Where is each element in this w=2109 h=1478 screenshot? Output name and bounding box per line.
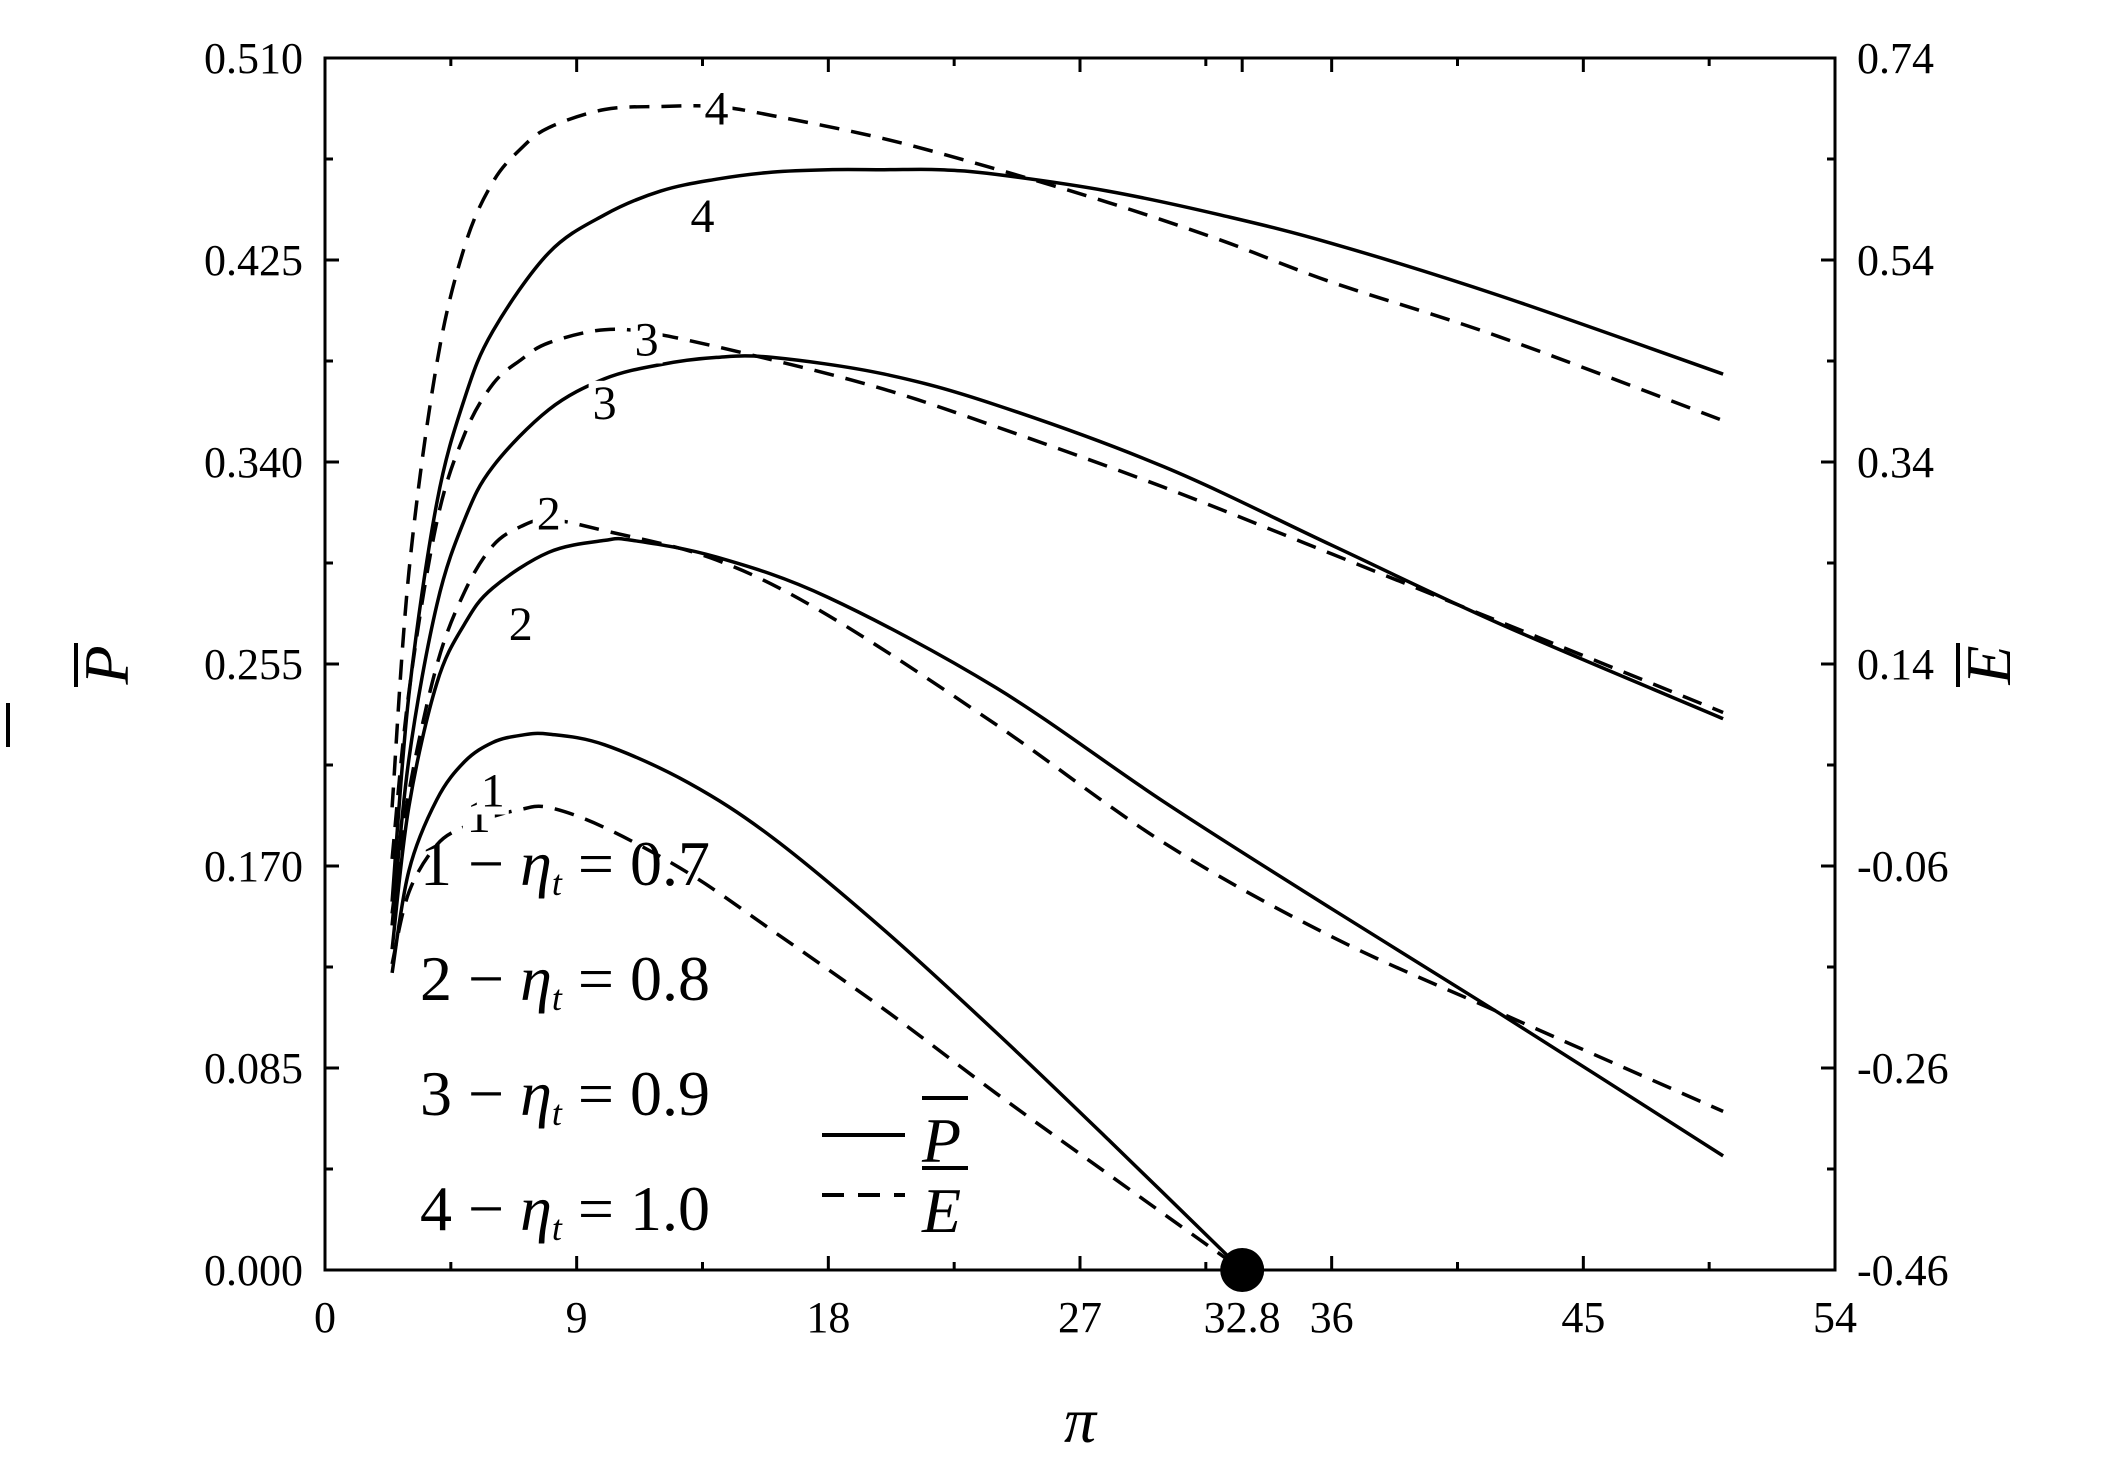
plot-frame <box>323 56 1837 1272</box>
y-left-tick-label: 0.255 <box>204 640 303 689</box>
x-tick-label: 36 <box>1310 1293 1354 1342</box>
curve-label-P-3: 3 <box>593 377 617 430</box>
x-tick-label: 0 <box>314 1293 336 1342</box>
y-right-tick-label: 0.54 <box>1857 236 1934 285</box>
labels-layer: 0 9 18 27 32.8 36 45 54 0.000 0.085 0.170 0.255 0.34… <box>204 34 1949 1342</box>
curve-label-E-3: 3 <box>635 313 659 366</box>
curve-label-bg <box>630 317 663 364</box>
y-left-tick-label: 0.085 <box>204 1044 303 1093</box>
x-tick-label: 45 <box>1561 1293 1605 1342</box>
y-left-tick-label: 0.510 <box>204 34 303 83</box>
x-tick-label: 18 <box>806 1293 850 1342</box>
left-axis-title: P <box>6 645 142 747</box>
x-tick-label: 27 <box>1058 1293 1102 1342</box>
series-layer <box>390 103 1725 1272</box>
curve-label-bg <box>476 768 509 815</box>
x-tick-label: 54 <box>1813 1293 1857 1342</box>
legend-dashed-label: E <box>921 1175 961 1246</box>
series-E-1 <box>390 804 1244 1272</box>
ticks-layer <box>323 56 1837 1272</box>
curve-label-E-4: 4 <box>704 82 728 135</box>
y-right-tick-label: 0.14 <box>1857 640 1934 689</box>
curve-label-bg <box>504 602 537 649</box>
y-left-tick-label: 0.000 <box>204 1246 303 1295</box>
y-left-tick-label: 0.170 <box>204 842 303 891</box>
svg-text:P: P <box>71 645 142 685</box>
x-tick-label: 9 <box>566 1293 588 1342</box>
right-axis-title: E <box>1953 645 2024 685</box>
legend-row-2: 2 − ηt = 0.8 <box>420 943 710 1018</box>
series-P-2 <box>390 536 1725 1158</box>
curve-label-bg <box>686 194 719 241</box>
legend-row-3: 3 − ηt = 0.9 <box>420 1058 710 1133</box>
y-left-tick-label: 0.425 <box>204 236 303 285</box>
series-P-1 <box>390 731 1244 1272</box>
x-tick-label: 32.8 <box>1204 1293 1281 1342</box>
legend-row-4: 4 − ηt = 1.0 <box>420 1173 710 1248</box>
y-right-tick-label: -0.46 <box>1857 1246 1949 1295</box>
curve-label-E-2: 2 <box>537 488 561 541</box>
marker-point <box>1220 1248 1265 1292</box>
y-right-tick-label: -0.06 <box>1857 842 1949 891</box>
series-P-4 <box>390 167 1724 902</box>
curve-label-bg <box>700 86 733 133</box>
legend: 1 − ηt = 0.7 2 − ηt = 0.8 3 − ηt = 0.9 4… <box>420 828 968 1248</box>
y-right-tick-label: 0.74 <box>1857 34 1934 83</box>
y-right-tick-label: 0.34 <box>1857 438 1934 487</box>
curve-label-E-1: 1 <box>481 765 505 818</box>
curve-label-bg <box>588 380 621 427</box>
curve-label-P-4: 4 <box>691 190 715 243</box>
x-axis-title: π <box>1064 1385 1098 1456</box>
legend-row-1: 1 − ηt = 0.7 <box>420 828 710 903</box>
series-E-4 <box>390 103 1724 808</box>
series-P-3 <box>390 354 1724 926</box>
y-left-tick-label: 0.340 <box>204 438 303 487</box>
curve-label-bg <box>532 491 565 538</box>
curve-label-P-2: 2 <box>509 598 533 651</box>
series-E-2 <box>390 517 1724 1113</box>
svg-text:E: E <box>1953 645 2024 685</box>
series-E-3 <box>390 327 1724 860</box>
y-right-tick-label: -0.26 <box>1857 1044 1949 1093</box>
legend-solid-label: P <box>921 1105 961 1176</box>
